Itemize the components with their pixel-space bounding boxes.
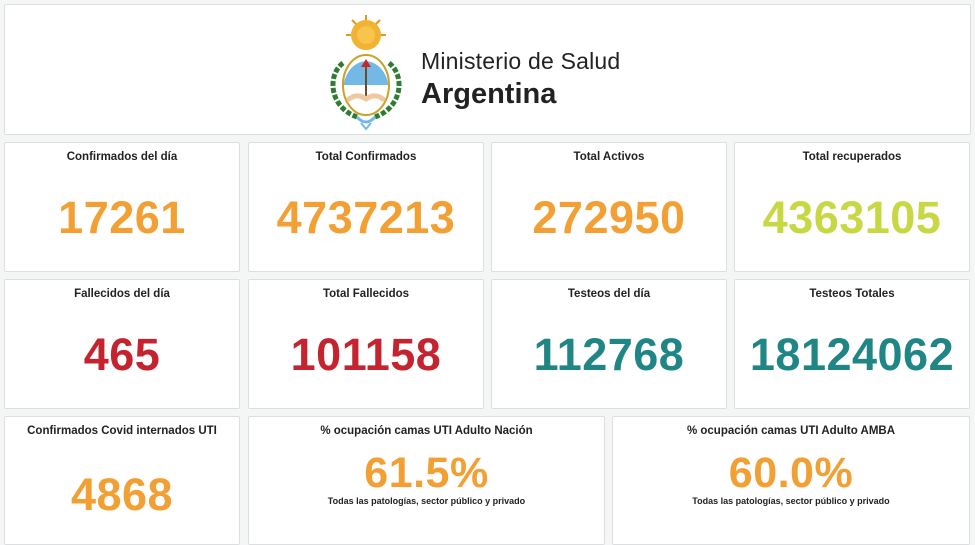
- stat-title: Total Confirmados: [315, 151, 417, 163]
- org-name: Ministerio de Salud Argentina: [421, 47, 620, 111]
- stat-title: Testeos Totales: [809, 288, 895, 300]
- stat-value: 18124062: [749, 329, 955, 380]
- stat-fallecidos-dia: Fallecidos del día 465: [4, 279, 240, 409]
- org-line1: Ministerio de Salud: [421, 48, 621, 74]
- stat-ocupacion-amba: % ocupación camas UTI Adulto AMBA 60.0% …: [612, 416, 970, 545]
- stat-value: 4737213: [276, 192, 456, 243]
- stat-title: % ocupación camas UTI Adulto Nación: [320, 425, 533, 437]
- stat-title: Total recuperados: [802, 151, 902, 163]
- stat-testeos-dia: Testeos del día 112768: [491, 279, 727, 409]
- stat-testeos-totales: Testeos Totales 18124062: [734, 279, 970, 409]
- stat-total-confirmados: Total Confirmados 4737213: [248, 142, 484, 272]
- stat-note: Todas las patologías, sector público y p…: [692, 496, 890, 506]
- stat-total-fallecidos: Total Fallecidos 101158: [248, 279, 484, 409]
- stat-title: Total Fallecidos: [322, 288, 410, 300]
- org-line2: Argentina: [421, 78, 557, 110]
- stat-value: 112768: [533, 329, 685, 380]
- stat-title: Fallecidos del día: [74, 288, 170, 300]
- stat-internados-uti: Confirmados Covid internados UTI 4868: [4, 416, 240, 545]
- stat-title: Confirmados del día: [66, 151, 178, 163]
- stat-title: % ocupación camas UTI Adulto AMBA: [686, 425, 896, 437]
- stat-value: 101158: [290, 329, 442, 380]
- stat-total-recuperados: Total recuperados 4363105: [734, 142, 970, 272]
- coat-of-arms-icon: [323, 13, 409, 133]
- stat-value: 272950: [532, 192, 686, 243]
- stat-value: 61.5%: [364, 449, 489, 497]
- stat-title: Confirmados Covid internados UTI: [27, 425, 217, 437]
- stat-value: 60.0%: [728, 449, 854, 497]
- stat-value: 465: [83, 329, 161, 380]
- stat-title: Testeos del día: [567, 288, 651, 300]
- stat-title: Total Activos: [573, 151, 645, 163]
- stat-value: 4363105: [762, 192, 942, 243]
- stat-ocupacion-nacion: % ocupación camas UTI Adulto Nación 61.5…: [248, 416, 605, 545]
- header-panel: Ministerio de Salud Argentina: [4, 4, 971, 135]
- stat-value: 17261: [58, 192, 186, 243]
- stat-note: Todas las patologías, sector público y p…: [327, 496, 526, 506]
- stat-confirmados-dia: Confirmados del día 17261: [4, 142, 240, 272]
- stat-value: 4868: [70, 469, 174, 520]
- stat-total-activos: Total Activos 272950: [491, 142, 727, 272]
